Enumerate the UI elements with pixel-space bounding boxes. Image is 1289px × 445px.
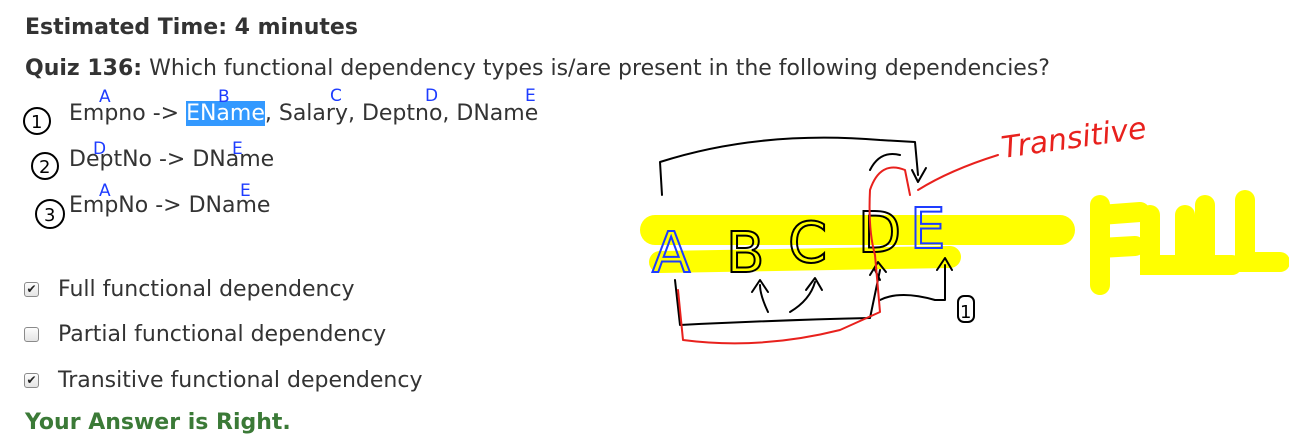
top-bracket-arrowhead [911,167,927,183]
marker-2-circle [31,152,59,180]
full-label: Full functional dependency [58,276,355,302]
dependency-1-lhs: Empno -> [69,101,187,126]
answer-result: Your Answer is Right. [25,410,291,435]
diagram-letter-e: E [910,197,945,262]
diagram-letter-d: D [858,201,901,266]
diagram-letter-c: C [788,211,827,276]
yellow-band-bottom [649,246,961,273]
yellow-highlight [640,190,1289,295]
partial-label: Partial functional dependency [58,321,387,347]
arrow-to-c [789,277,823,313]
option-full[interactable]: ✔ Full functional dependency [24,276,355,302]
dependency-2: DeptNo -> DName [69,147,275,172]
transitive-checkbox[interactable]: ✔ [24,372,39,388]
arrow-to-b [751,279,769,313]
dependency-3: EmpNo -> DName [69,193,271,218]
circled-numbers [23,107,65,229]
arrow-to-d [869,261,887,281]
top-bracket [659,136,919,196]
marker-3-circle [35,199,65,229]
diagram-letter-b: B [726,221,764,286]
red-loop [677,166,911,345]
question-text: Which functional dependency types is/are… [149,56,1050,81]
full-letter-l2 [1235,190,1289,272]
full-checkbox[interactable]: ✔ [24,281,39,297]
red-annotation [677,154,999,345]
transitive-note: Transitive [999,111,1148,166]
marker-1: 1 [31,112,42,133]
option-partial[interactable]: Partial functional dependency [24,321,386,347]
diagram-marker: 1 [960,302,971,323]
diagram-marker-box [957,295,975,323]
inner-curve [869,153,901,171]
transitive-label: Transitive functional dependency [58,367,423,393]
dependency-1: Empno -> EName, Salary, Deptno, DName [69,101,538,126]
bottom-loop [674,269,881,326]
red-pointer-line [917,154,999,191]
full-letter-l1 [1195,195,1242,275]
partial-checkbox[interactable] [24,326,39,342]
selected-text[interactable]: EName [186,101,265,126]
arrow-to-e [879,257,953,301]
marker-3: 3 [44,205,55,226]
diagram-letter-a: A [652,221,690,286]
quiz-question: Quiz 136: Which functional dependency ty… [25,56,1050,81]
quiz-number: Quiz 136: [25,56,143,81]
black-arrows [659,136,975,326]
full-letter-f [1090,195,1150,295]
marker-1-circle [23,107,51,135]
full-letter-u [1140,205,1195,275]
option-transitive[interactable]: ✔ Transitive functional dependency [24,367,423,393]
marker-2: 2 [39,157,50,178]
dependency-1-rhs: , Salary, Deptno, DName [264,101,539,126]
estimated-time: Estimated Time: 4 minutes [25,15,358,40]
